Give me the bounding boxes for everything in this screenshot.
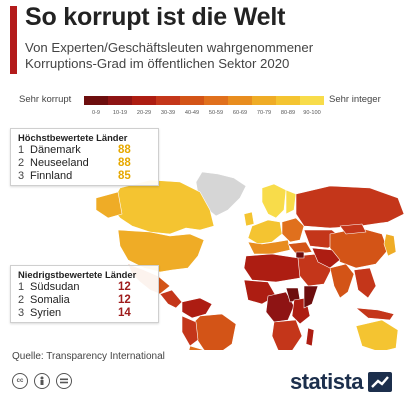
- scale-bin-label: 50-59: [208, 110, 224, 116]
- scale-bin-label: 40-49: [184, 110, 200, 116]
- rank: 1: [18, 144, 25, 156]
- alaska: [95, 191, 123, 219]
- country-name: Somalia: [30, 294, 70, 306]
- page-subtitle: Von Experten/Geschäftsleuten wahrgenomme…: [25, 40, 314, 71]
- eastern-europe: [281, 217, 305, 243]
- no-derivatives-icon[interactable]: [56, 373, 72, 389]
- source-note: Quelle: Transparency International: [12, 351, 165, 362]
- western-europe: [247, 219, 283, 245]
- color-scale-labels: 0-9 10-19 20-29 30-39 40-49 50-59 60-69 70-79 80…: [84, 110, 324, 116]
- north-africa: [243, 253, 301, 283]
- top-country-row: 3 Finnland 85: [11, 170, 158, 183]
- mongolia: [339, 223, 367, 235]
- statista-logo[interactable]: statista: [290, 369, 393, 395]
- southern-africa: [271, 319, 303, 350]
- country-score: 14: [118, 307, 131, 319]
- rank: 2: [18, 157, 25, 169]
- finland: [285, 189, 297, 215]
- scandinavia: [261, 183, 287, 219]
- title-accent-bar: [10, 6, 17, 74]
- colombia-venezuela: [181, 297, 213, 319]
- indonesia: [355, 307, 395, 321]
- country-name: Syrien: [30, 307, 62, 319]
- country-score: 88: [118, 157, 131, 169]
- canada: [109, 179, 215, 235]
- scale-bin-label: 30-39: [160, 110, 176, 116]
- country-name: Südsudan: [30, 281, 80, 293]
- color-scale: [84, 96, 324, 105]
- license-icons: cc: [12, 373, 72, 389]
- scale-swatch: [276, 96, 300, 105]
- country-score: 85: [118, 170, 131, 182]
- syria: [295, 251, 305, 259]
- cc-icon[interactable]: cc: [12, 373, 28, 389]
- top-countries-panel: Höchstbewertete Länder 1 Dänemark 88 2 N…: [10, 128, 159, 186]
- rank: 2: [18, 294, 25, 306]
- top-country-row: 1 Dänemark 88: [11, 144, 158, 157]
- rank: 3: [18, 307, 25, 319]
- scale-bin-label: 0-9: [91, 110, 101, 116]
- scale-bin-label: 80-89: [280, 110, 296, 116]
- argentina-chile: [188, 345, 205, 350]
- bottom-country-row: 1 Südsudan 12: [11, 281, 158, 294]
- legend-right-label: Sehr integer: [329, 94, 381, 105]
- country-score: 88: [118, 144, 131, 156]
- southeast-asia: [353, 267, 377, 299]
- scale-swatch: [204, 96, 228, 105]
- country-name: Dänemark: [30, 144, 81, 156]
- scale-swatch: [300, 96, 324, 105]
- central-africa: [265, 291, 295, 323]
- page-title: So korrupt ist die Welt: [25, 3, 286, 31]
- world-map: [95, 171, 405, 350]
- scale-swatch: [84, 96, 108, 105]
- rank: 3: [18, 170, 25, 182]
- scale-bin-label: 70-79: [256, 110, 272, 116]
- australia: [355, 319, 399, 350]
- bottom-country-row: 3 Syrien 14: [11, 307, 158, 320]
- country-score: 12: [118, 294, 131, 306]
- india: [329, 263, 355, 299]
- scale-bin-label: 60-69: [232, 110, 248, 116]
- rank: 1: [18, 281, 25, 293]
- bottom-country-row: 2 Somalia 12: [11, 294, 158, 307]
- scale-bin-label: 10-19: [112, 110, 128, 116]
- japan-korea: [383, 233, 397, 257]
- top-country-row: 2 Neuseeland 88: [11, 157, 158, 170]
- bottom-countries-panel: Niedrigstbewertete Länder 1 Südsudan 12 …: [10, 265, 159, 323]
- russia: [295, 185, 405, 229]
- iran-afghanistan: [311, 247, 341, 269]
- central-america: [159, 289, 183, 309]
- country-name: Finnland: [30, 170, 73, 182]
- scale-swatch: [156, 96, 180, 105]
- country-name: Neuseeland: [30, 157, 89, 169]
- scale-swatch: [132, 96, 156, 105]
- peru-bolivia: [181, 315, 199, 347]
- greenland: [195, 171, 247, 217]
- scale-swatch: [228, 96, 252, 105]
- scale-swatch: [108, 96, 132, 105]
- usa: [117, 229, 205, 273]
- scale-bin-label: 90-100: [303, 110, 321, 116]
- brand-name: statista: [290, 369, 364, 394]
- bottom-countries-heading: Niedrigstbewertete Länder: [18, 269, 137, 280]
- attribution-icon[interactable]: [34, 373, 50, 389]
- uk: [243, 211, 255, 227]
- scale-bin-label: 20-29: [136, 110, 152, 116]
- statista-mark-icon: [368, 372, 393, 392]
- china: [329, 227, 389, 269]
- scale-swatch: [252, 96, 276, 105]
- somalia: [303, 285, 319, 309]
- madagascar: [305, 327, 315, 347]
- turkey-caucasus: [287, 241, 313, 255]
- brazil: [191, 313, 237, 350]
- top-countries-heading: Höchstbewertete Länder: [18, 132, 128, 143]
- legend-left-label: Sehr korrupt: [19, 94, 72, 105]
- country-score: 12: [118, 281, 131, 293]
- scale-swatch: [180, 96, 204, 105]
